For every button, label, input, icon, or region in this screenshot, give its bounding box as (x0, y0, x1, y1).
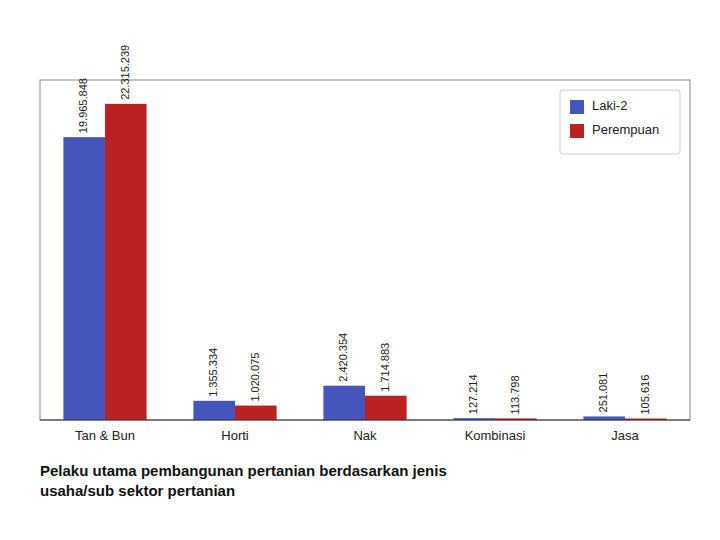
data-label: 127.214 (467, 374, 479, 414)
legend-label: Perempuan (592, 122, 659, 137)
bar (323, 386, 365, 420)
plot-frame (40, 80, 690, 420)
bar (63, 137, 105, 420)
bar (235, 406, 277, 420)
data-label: 251.081 (597, 373, 609, 413)
caption: Pelaku utama pembangunan pertanian berda… (40, 462, 447, 499)
bar (583, 416, 625, 420)
x-axis-line (40, 420, 690, 421)
x-tick-label: Kombinasi (465, 428, 526, 443)
data-label: 1.714.883 (379, 343, 391, 392)
data-label: 2.420.354 (337, 333, 349, 382)
legend: Laki-2 Perempuan (560, 90, 680, 154)
chart: 19.965.848 1.355.334 2.420.354 127.214 251.0… (0, 0, 720, 540)
x-tick-label: Horti (221, 428, 249, 443)
data-label: 105.616 (639, 375, 651, 415)
legend-swatch (570, 124, 584, 138)
data-label: 1.020.075 (249, 353, 261, 402)
caption-line: Pelaku utama pembangunan pertanian berda… (40, 462, 447, 479)
x-tick-label: Nak (353, 428, 377, 443)
bar (193, 401, 235, 420)
legend-label: Laki-2 (592, 98, 627, 113)
bar (365, 396, 407, 420)
caption-line: usaha/sub sektor pertanian (40, 482, 235, 499)
x-tick-label: Tan & Bun (75, 428, 135, 443)
x-tick-label: Jasa (611, 428, 639, 443)
legend-swatch (570, 100, 584, 114)
data-label: 1.355.334 (207, 348, 219, 397)
data-label: 113.798 (509, 375, 521, 414)
bar (105, 104, 147, 420)
legend-box (560, 90, 680, 154)
data-label: 19.965.848 (77, 78, 89, 133)
data-label: 22.315.239 (119, 45, 131, 100)
